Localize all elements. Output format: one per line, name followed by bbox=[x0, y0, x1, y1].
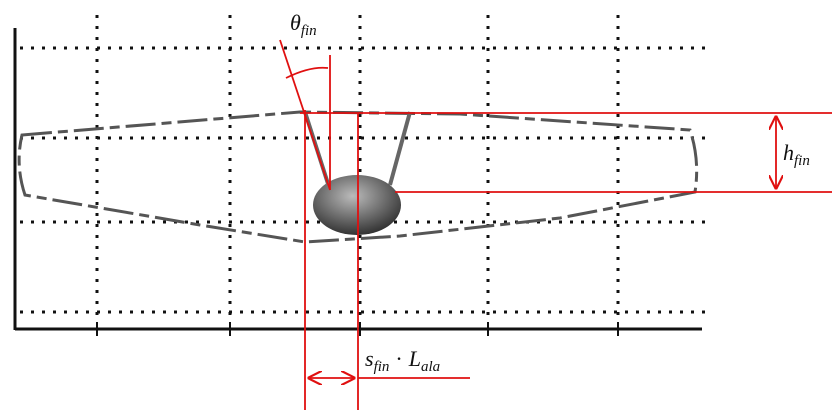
theta-label: θfin bbox=[290, 10, 317, 39]
symbol: s bbox=[365, 346, 374, 371]
dotted-grid bbox=[20, 15, 705, 320]
symbol: h bbox=[783, 140, 794, 165]
offset-label: sfin ·Lala bbox=[365, 346, 440, 375]
height-label: hfin bbox=[783, 140, 810, 169]
subscript: fin bbox=[301, 23, 317, 39]
operator: · bbox=[395, 346, 402, 371]
symbol: θ bbox=[290, 10, 301, 35]
symbol: L bbox=[408, 346, 421, 371]
subscript: fin bbox=[374, 359, 390, 375]
subscript: fin bbox=[794, 153, 810, 169]
diagram: θfin hfin sfin·Lala bbox=[0, 0, 832, 414]
subscript: ala bbox=[421, 359, 440, 375]
